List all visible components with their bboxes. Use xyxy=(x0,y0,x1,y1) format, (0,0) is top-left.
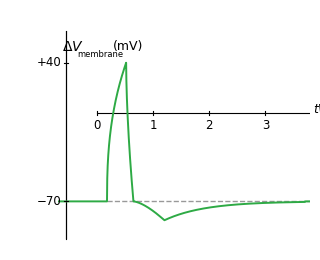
Text: 1: 1 xyxy=(149,119,157,132)
Text: 3: 3 xyxy=(262,119,269,132)
Text: +40: +40 xyxy=(37,56,61,69)
Text: −70: −70 xyxy=(37,195,61,208)
Text: (mV): (mV) xyxy=(113,40,143,53)
Text: $\Delta V$: $\Delta V$ xyxy=(62,40,84,54)
Text: 2: 2 xyxy=(205,119,213,132)
Text: membrane: membrane xyxy=(77,50,124,59)
Text: $t$\,(ms): $t$\,(ms) xyxy=(313,101,320,116)
Text: 0: 0 xyxy=(93,119,100,132)
